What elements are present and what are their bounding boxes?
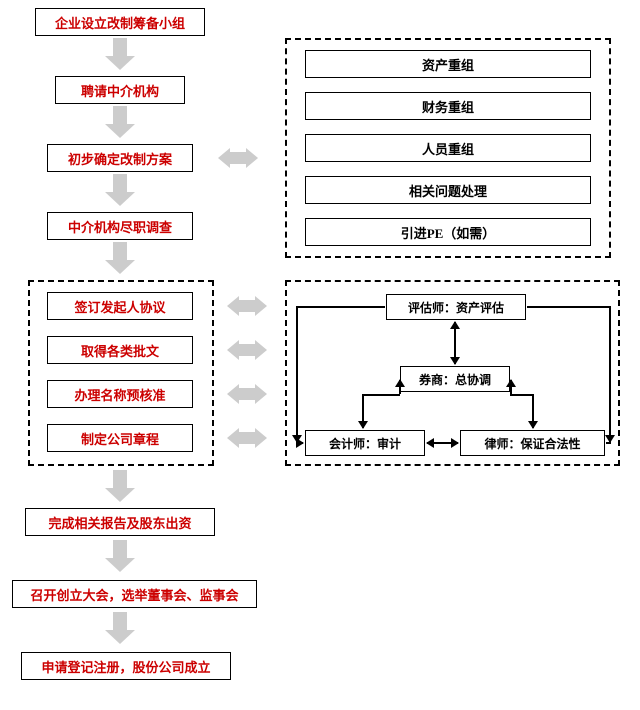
arrow-bi-icon — [227, 340, 267, 360]
thin-line-icon — [296, 306, 385, 308]
step-1: 企业设立改制筹备小组 — [35, 8, 205, 36]
role-accountant: 会计师：审计 — [305, 430, 425, 456]
group-step-4: 制定公司章程 — [47, 424, 193, 452]
step-3: 初步确定改制方案 — [47, 144, 193, 172]
group-step-2: 取得各类批文 — [47, 336, 193, 364]
arrow-bi-icon — [218, 148, 258, 168]
right-item-3: 人员重组 — [305, 134, 591, 162]
right-item-1: 资产重组 — [305, 50, 591, 78]
thin-arrow-icon — [427, 442, 458, 444]
role-lawyer: 律师：保证合法性 — [460, 430, 605, 456]
step-4: 中介机构尽职调查 — [47, 212, 193, 240]
right-item-5: 引进PE（如需） — [305, 218, 591, 246]
thin-line-icon — [527, 306, 610, 308]
step-2: 聘请中介机构 — [55, 76, 185, 104]
thin-line-icon — [532, 394, 534, 428]
thin-line-icon — [510, 380, 512, 394]
arrow-bi-icon — [227, 296, 267, 316]
group-step-3: 办理名称预核准 — [47, 380, 193, 408]
arrow-bi-icon — [227, 384, 267, 404]
step-7: 申请登记注册，股份公司成立 — [21, 652, 231, 680]
thin-line-icon — [399, 380, 401, 394]
thin-arrow-icon — [454, 322, 456, 364]
group-step-1: 签订发起人协议 — [47, 292, 193, 320]
thin-line-icon — [362, 394, 364, 428]
role-appraiser: 评估师：资产评估 — [386, 294, 526, 320]
thin-line-icon — [606, 442, 611, 444]
thin-line-icon — [510, 394, 534, 396]
thin-line-icon — [362, 394, 400, 396]
thin-line-icon — [296, 306, 298, 442]
thin-line-icon — [609, 306, 611, 442]
right-item-4: 相关问题处理 — [305, 176, 591, 204]
right-item-2: 财务重组 — [305, 92, 591, 120]
thin-line-icon — [296, 442, 303, 444]
arrow-bi-icon — [227, 428, 267, 448]
step-6: 召开创立大会，选举董事会、监事会 — [12, 580, 257, 608]
step-5: 完成相关报告及股东出资 — [25, 508, 215, 536]
role-broker: 券商：总协调 — [400, 366, 510, 392]
